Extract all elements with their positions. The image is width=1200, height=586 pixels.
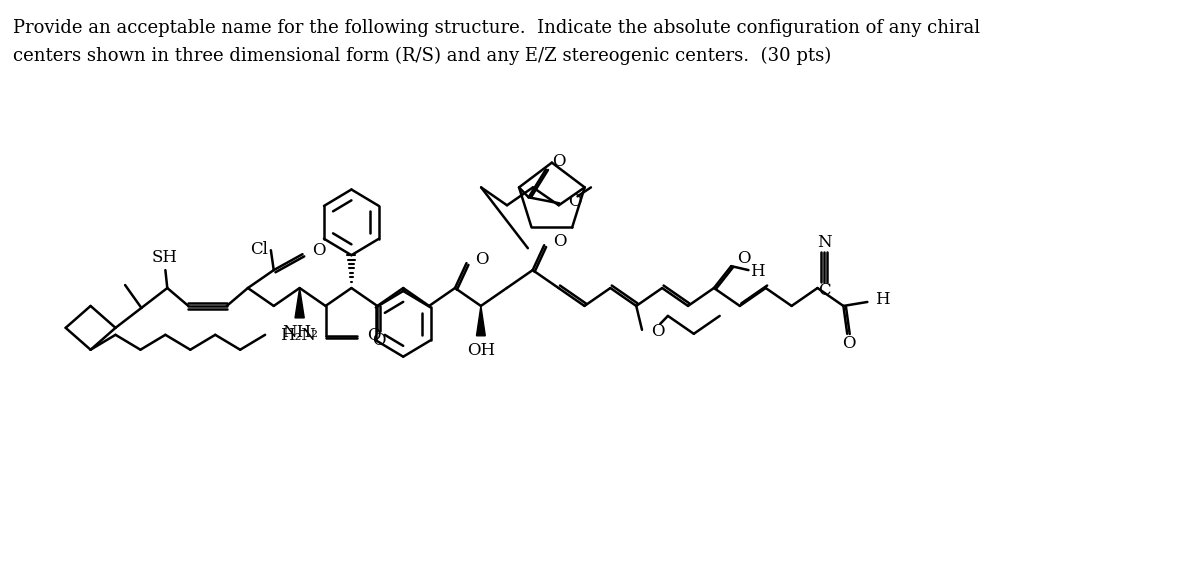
Text: H: H bbox=[875, 291, 889, 308]
Text: O: O bbox=[552, 153, 566, 170]
Text: O: O bbox=[372, 332, 386, 349]
Text: O: O bbox=[737, 250, 750, 267]
Text: OH: OH bbox=[467, 342, 494, 359]
Text: O: O bbox=[553, 233, 566, 250]
Text: H: H bbox=[750, 263, 764, 280]
Text: Provide an acceptable name for the following structure.  Indicate the absolute c: Provide an acceptable name for the follo… bbox=[13, 19, 980, 38]
Text: N: N bbox=[817, 234, 832, 251]
Text: O: O bbox=[475, 251, 488, 268]
Text: NH₂: NH₂ bbox=[282, 324, 318, 341]
Text: C: C bbox=[818, 281, 830, 298]
Text: Cl: Cl bbox=[250, 241, 268, 258]
Text: O: O bbox=[568, 193, 582, 210]
Polygon shape bbox=[295, 288, 305, 318]
Polygon shape bbox=[476, 306, 485, 336]
Text: O: O bbox=[650, 323, 664, 340]
Text: H₂N: H₂N bbox=[280, 328, 316, 345]
Text: O: O bbox=[842, 335, 856, 352]
Text: O: O bbox=[367, 328, 380, 345]
Text: O: O bbox=[312, 241, 325, 258]
Text: SH: SH bbox=[151, 249, 178, 266]
Text: centers shown in three dimensional form (R/S) and any E/Z stereogenic centers.  : centers shown in three dimensional form … bbox=[13, 47, 832, 66]
